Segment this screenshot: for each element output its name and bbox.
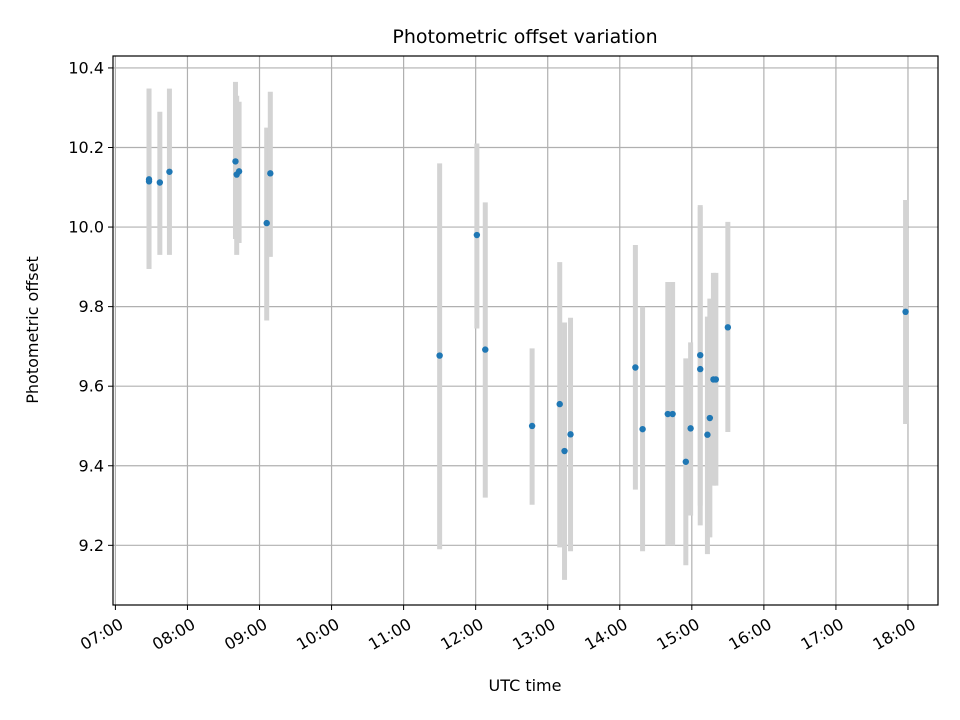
data-point [145,178,153,185]
data-point [156,179,164,186]
data-point [561,447,568,455]
data-point [232,158,239,165]
data-point [556,400,563,408]
data-point [682,458,690,465]
data-point [706,414,714,422]
data-point [166,168,173,175]
data-point [267,170,274,177]
y-tick-label: 9.4 [79,456,104,475]
chart-title: Photometric offset variation [392,26,657,48]
data-point [632,364,639,371]
y-tick-label: 10.0 [68,218,104,237]
y-tick-label: 9.8 [79,297,104,316]
data-point [669,410,676,418]
data-point [263,219,270,227]
data-point [482,346,489,353]
data-point [712,376,720,383]
data-point [724,324,732,331]
plot-area-frame [112,55,939,606]
y-tick-label: 10.4 [68,58,104,77]
data-point [697,365,704,373]
data-point [235,168,243,175]
data-point [664,410,672,418]
data-point [704,431,711,438]
data-point [528,422,536,430]
y-tick-label: 9.2 [79,536,104,555]
data-point [639,425,646,433]
y-tick-label: 9.6 [79,377,104,396]
data-point [473,231,481,239]
data-point [436,352,443,359]
data-point [687,425,694,432]
data-point [902,308,909,316]
y-axis-title: Photometric offset [23,256,42,404]
data-point [697,351,704,359]
x-axis-title: UTC time [489,676,562,695]
data-point [567,431,574,438]
y-tick-label: 10.2 [68,138,104,157]
point-layer [145,158,909,465]
